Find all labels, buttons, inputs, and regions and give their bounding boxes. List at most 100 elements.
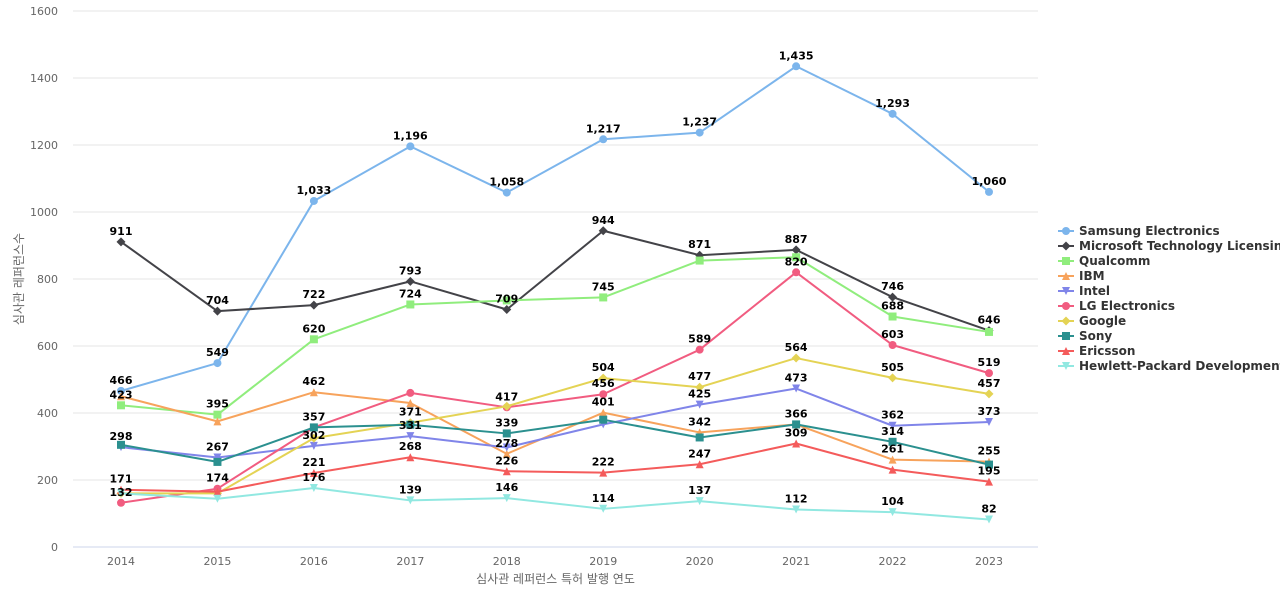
data-point xyxy=(502,443,511,452)
data-point xyxy=(598,373,608,383)
series-line xyxy=(120,229,990,332)
data-label: 1,196 xyxy=(393,129,428,142)
data-label: 146 xyxy=(495,481,518,494)
legend-item[interactable]: Sony xyxy=(1058,329,1112,343)
data-label: 589 xyxy=(688,333,711,346)
legend-item[interactable]: Ericsson xyxy=(1058,344,1135,358)
data-point xyxy=(117,392,125,401)
y-tick-label: 600 xyxy=(37,340,58,353)
data-label: 1,435 xyxy=(779,49,814,62)
data-label: 401 xyxy=(592,396,615,409)
data-label: 911 xyxy=(110,225,133,238)
data-point xyxy=(599,390,608,399)
data-point xyxy=(502,296,511,305)
data-point xyxy=(309,196,318,205)
data-point xyxy=(985,460,993,469)
legend-marker xyxy=(1062,347,1070,355)
data-point xyxy=(406,142,415,151)
legend-item[interactable]: Microsoft Technology Licensing xyxy=(1058,239,1280,253)
data-point xyxy=(888,437,897,446)
data-label: 423 xyxy=(110,388,133,401)
series-line xyxy=(120,418,990,466)
legend-label: Qualcomm xyxy=(1079,254,1150,268)
data-label: 1,237 xyxy=(682,116,717,129)
data-point xyxy=(888,421,897,430)
data-point xyxy=(406,388,415,397)
data-point xyxy=(695,345,704,354)
data-point xyxy=(791,353,801,363)
data-point xyxy=(888,455,897,464)
data-label: 887 xyxy=(785,233,808,246)
data-point xyxy=(502,467,511,476)
data-label: 171 xyxy=(110,473,133,486)
data-point xyxy=(791,245,801,255)
series-line xyxy=(121,357,990,495)
data-label: 278 xyxy=(495,437,518,450)
data-point xyxy=(695,128,704,137)
data-label: 222 xyxy=(592,456,615,469)
data-point xyxy=(502,304,512,314)
series-samsung-electronics xyxy=(117,62,993,395)
legend-marker xyxy=(1062,257,1070,265)
series-line xyxy=(120,65,990,392)
y-tick-label: 1600 xyxy=(30,5,58,18)
legend-item[interactable]: Qualcomm xyxy=(1058,254,1150,268)
legend-marker xyxy=(1061,241,1071,251)
data-point xyxy=(695,382,705,392)
legend-marker xyxy=(1062,302,1070,310)
data-point xyxy=(599,468,608,477)
data-label: 268 xyxy=(399,440,422,453)
x-tick-label: 2022 xyxy=(879,555,907,568)
data-point xyxy=(309,441,318,450)
data-label: 174 xyxy=(206,472,229,485)
data-label: 366 xyxy=(785,407,808,420)
data-point xyxy=(888,109,897,118)
data-label: 620 xyxy=(302,322,325,335)
data-point xyxy=(309,388,318,397)
data-point xyxy=(213,359,222,368)
series-microsoft-technology-licensing xyxy=(116,226,994,336)
legend-label: Hewlett-Packard Development xyxy=(1079,359,1280,373)
data-point xyxy=(599,293,608,302)
legend-item[interactable]: LG Electronics xyxy=(1058,299,1175,313)
data-label: 473 xyxy=(785,372,808,385)
data-point xyxy=(985,187,993,196)
data-label: 466 xyxy=(110,374,133,387)
x-tick-label: 2014 xyxy=(107,555,135,568)
legend-item[interactable]: Samsung Electronics xyxy=(1058,224,1220,238)
data-label: 112 xyxy=(785,492,808,505)
data-point xyxy=(116,237,126,247)
data-point xyxy=(792,439,801,448)
series-line xyxy=(120,442,990,493)
data-point xyxy=(213,457,222,466)
data-point xyxy=(502,494,511,503)
legend-marker xyxy=(1062,332,1070,340)
legend-item[interactable]: IBM xyxy=(1058,269,1105,283)
x-tick-label: 2021 xyxy=(782,555,810,568)
data-point xyxy=(309,433,319,443)
data-point xyxy=(695,497,704,506)
legend-label: Sony xyxy=(1079,329,1112,343)
grid xyxy=(73,10,1038,548)
legend-item[interactable]: Hewlett-Packard Development xyxy=(1058,359,1280,373)
data-label: 362 xyxy=(881,409,904,422)
data-point xyxy=(212,306,222,316)
data-point xyxy=(599,415,608,424)
legend-item[interactable]: Intel xyxy=(1058,284,1110,298)
data-point xyxy=(309,484,318,493)
data-label: 331 xyxy=(399,419,422,432)
data-point xyxy=(599,135,608,144)
data-point xyxy=(406,432,415,441)
x-tick-label: 2019 xyxy=(589,555,617,568)
series-line xyxy=(120,387,990,459)
y-tick-label: 800 xyxy=(37,273,58,286)
data-label: 425 xyxy=(688,388,711,401)
series-line xyxy=(120,487,990,521)
data-label: 504 xyxy=(592,361,615,374)
legend-item[interactable]: Google xyxy=(1058,314,1126,328)
series-sony xyxy=(117,415,993,469)
data-label: 132 xyxy=(110,486,133,499)
